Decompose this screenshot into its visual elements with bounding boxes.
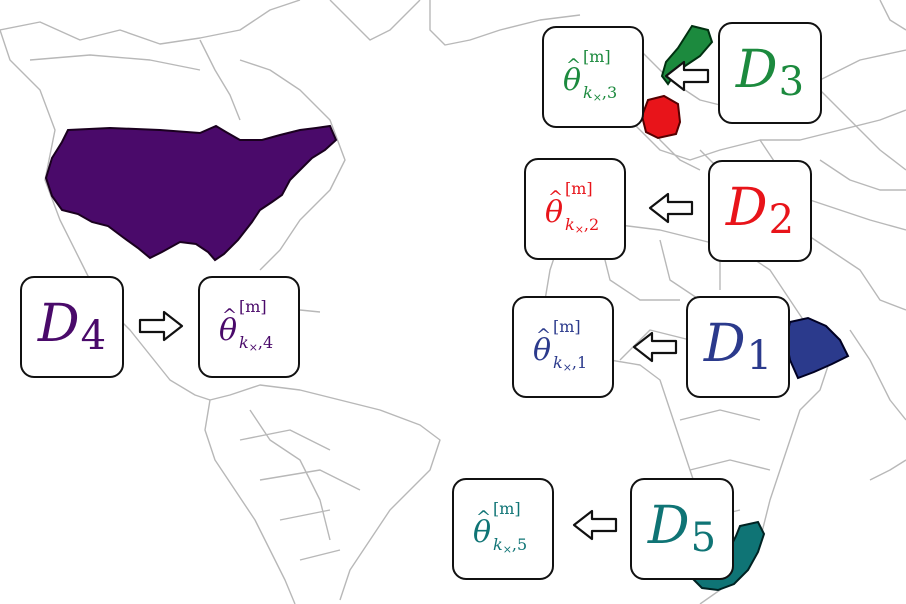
dataset-label-d2: D2 bbox=[725, 178, 795, 243]
arrow-icon-d1 bbox=[632, 331, 678, 363]
parameter-box-d5: θ ^ [m] k×,5 bbox=[452, 478, 554, 580]
dataset-label-d3: D3 bbox=[735, 40, 805, 105]
dataset-label-d1: D1 bbox=[703, 314, 773, 379]
parameter-label-d3: θ ^ [m] k×,3 bbox=[563, 47, 618, 104]
parameter-label-d5: θ ^ [m] k×,5 bbox=[473, 499, 528, 556]
dataset-box-d1: D1 bbox=[686, 296, 790, 398]
germany-region bbox=[640, 94, 682, 140]
greenland-outline bbox=[329, 0, 421, 41]
dataset-box-d4: D4 bbox=[20, 276, 124, 378]
arrow-icon-d3 bbox=[664, 60, 710, 92]
parameter-label-d1: θ ^ [m] k×,1 bbox=[533, 317, 588, 374]
dataset-box-d3: D3 bbox=[718, 22, 822, 124]
north-america-outline bbox=[0, 0, 301, 401]
dataset-box-d5: D5 bbox=[630, 478, 734, 580]
dataset-box-d2: D2 bbox=[708, 160, 812, 262]
parameter-box-d1: θ ^ [m] k×,1 bbox=[512, 296, 614, 398]
dataset-label-d4: D4 bbox=[37, 294, 107, 359]
parameter-box-d4: θ ^ [m] k×,4 bbox=[198, 276, 300, 378]
arrow-icon-d5 bbox=[572, 509, 618, 541]
parameter-box-d3: θ ^ [m] k×,3 bbox=[542, 26, 644, 128]
ethiopia-region bbox=[784, 316, 850, 380]
arrow-icon-d4 bbox=[138, 310, 184, 342]
usa-region bbox=[44, 124, 338, 262]
south-america-outline bbox=[209, 384, 441, 601]
europe-outline bbox=[429, 0, 906, 111]
arrow-icon-d2 bbox=[648, 192, 694, 224]
parameter-box-d2: θ ^ [m] k×,2 bbox=[524, 158, 626, 260]
dataset-label-d5: D5 bbox=[647, 496, 717, 561]
parameter-label-d2: θ ^ [m] k×,2 bbox=[545, 179, 600, 236]
parameter-label-d4: θ ^ [m] k×,4 bbox=[219, 297, 274, 354]
